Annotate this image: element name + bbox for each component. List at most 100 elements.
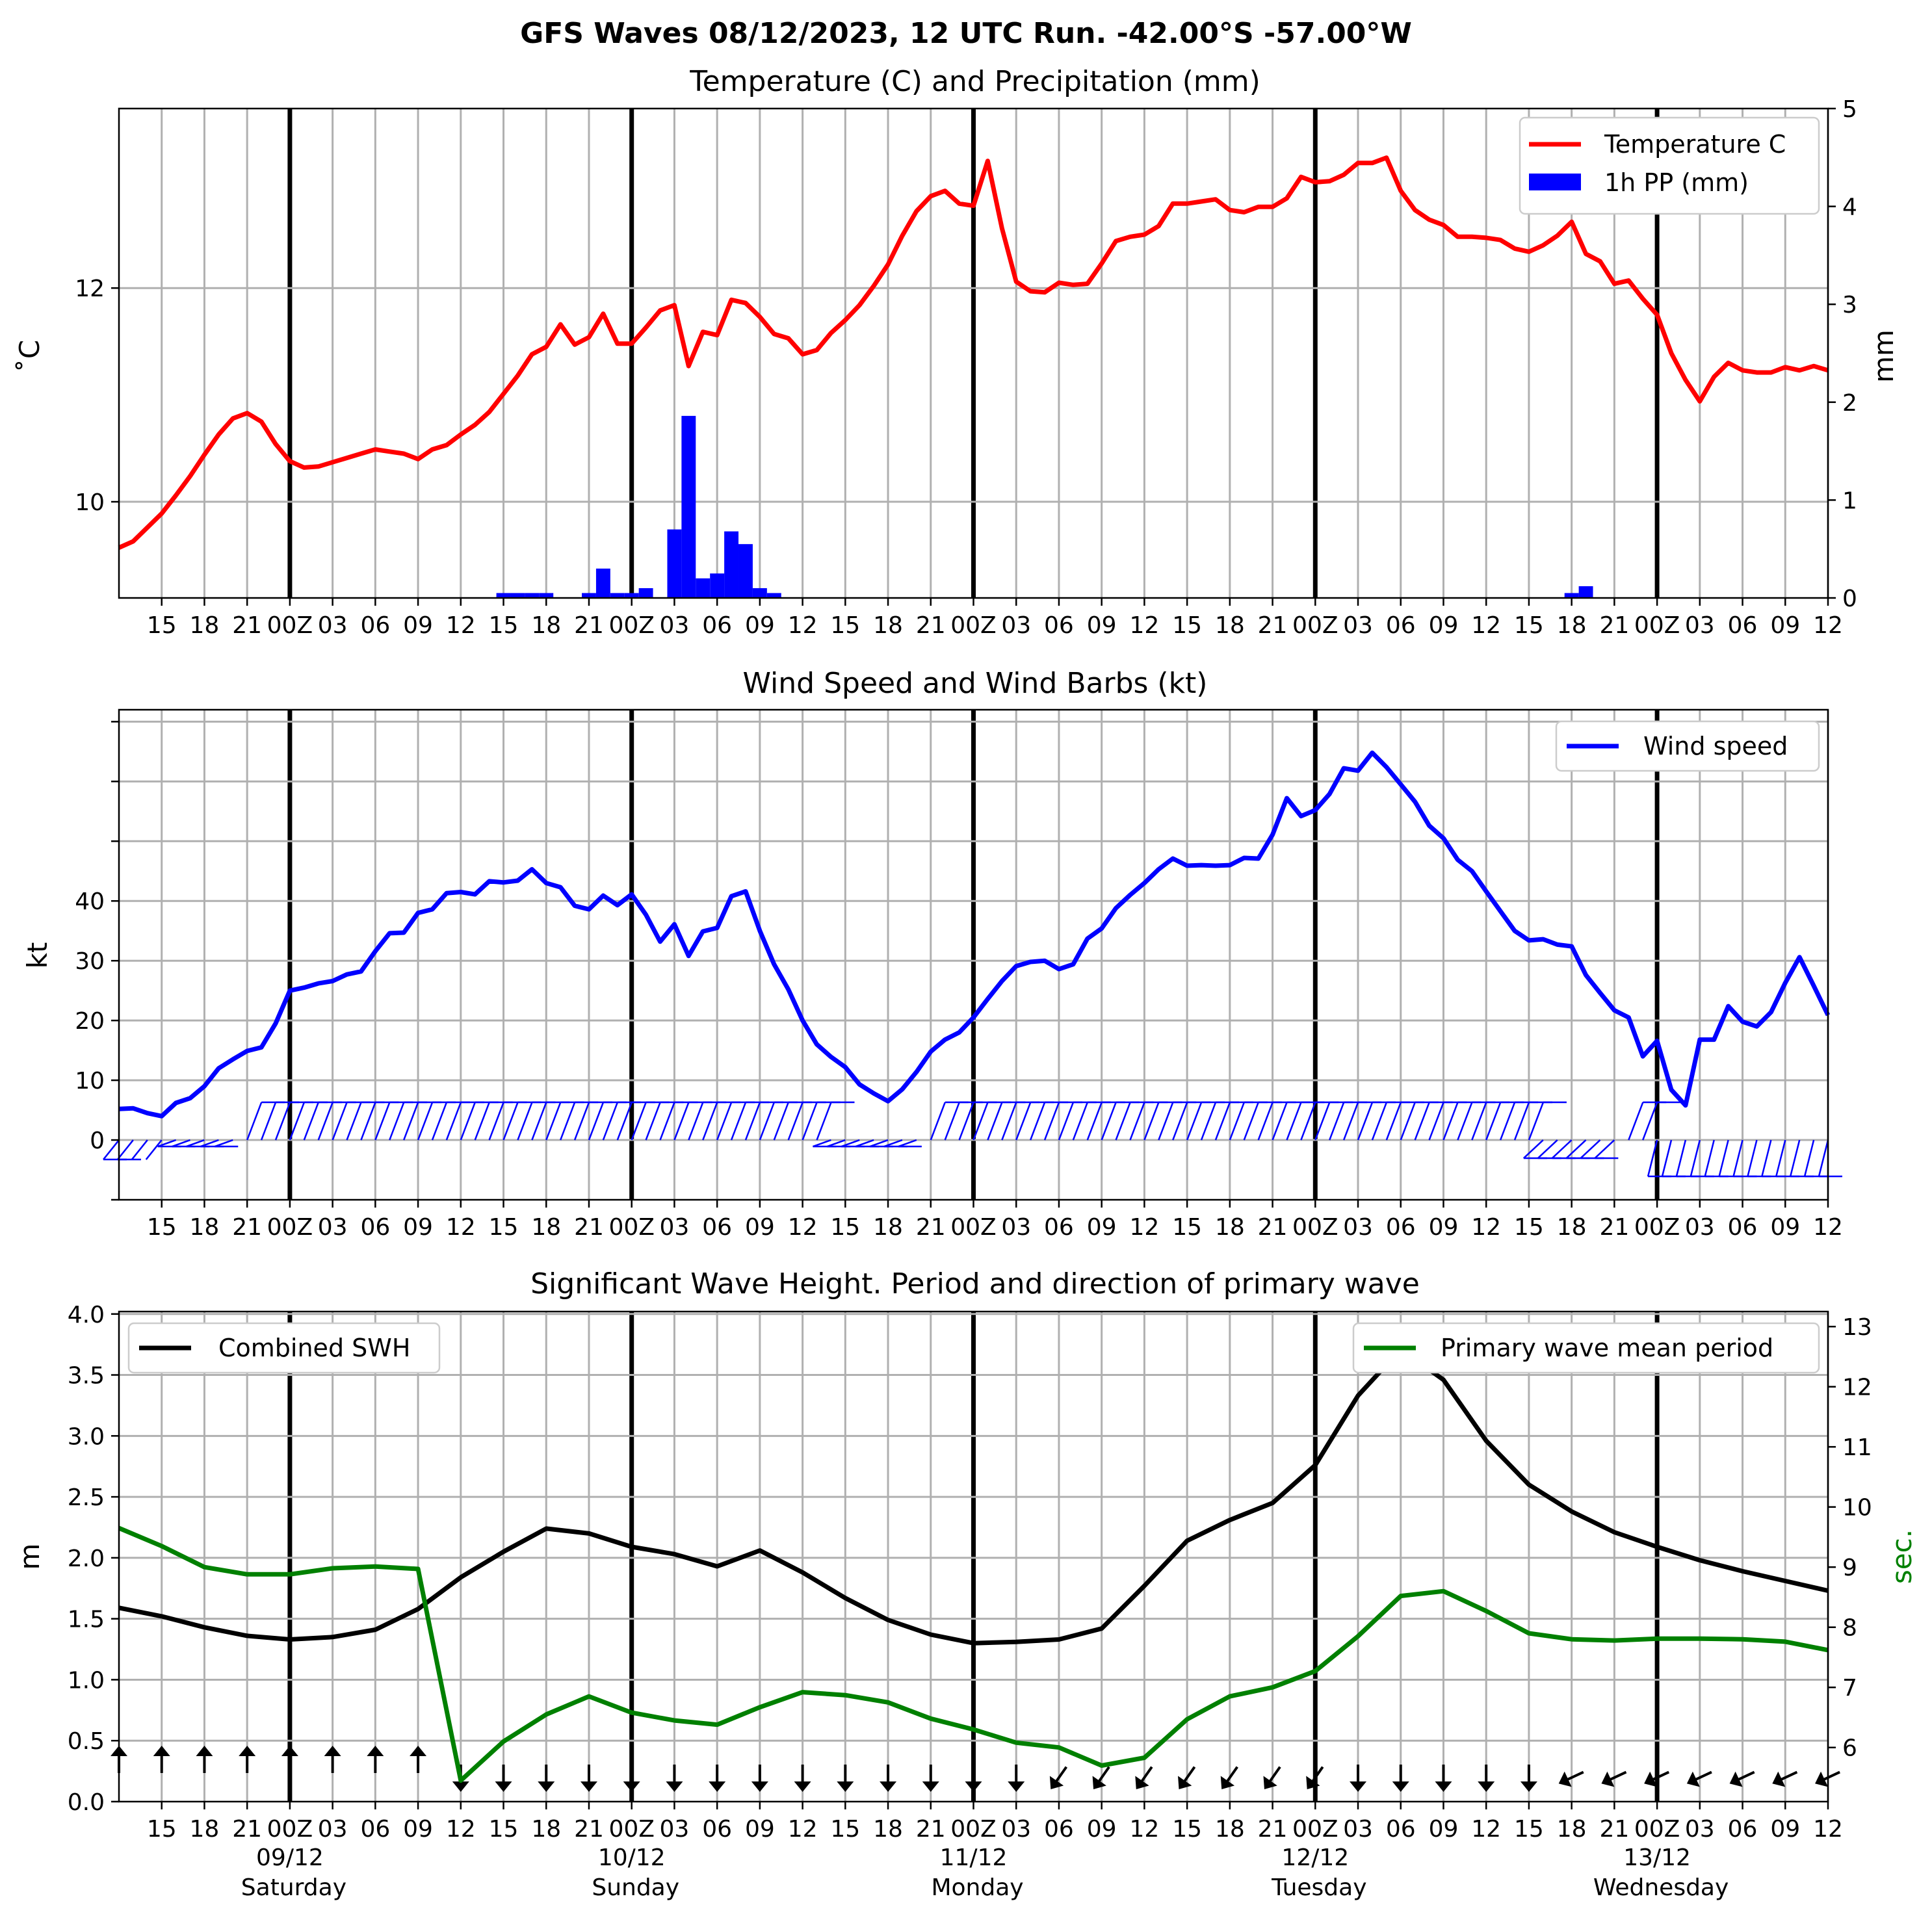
wind-barb-shaft <box>1371 1102 1388 1141</box>
wind-barb-shaft <box>346 1102 362 1141</box>
wind-barb-shaft <box>1101 1102 1117 1141</box>
wind-barb-shaft <box>869 1139 889 1148</box>
x-tick-label: 18 <box>1215 1816 1245 1843</box>
wave-direction-arrow <box>666 1765 683 1792</box>
wind-barb-shaft <box>1690 1139 1701 1177</box>
x-tick-label: 06 <box>702 1214 732 1241</box>
x-tick-label: 00Z <box>267 1816 313 1843</box>
x-tick-label: 21 <box>1599 612 1629 639</box>
precip-bar <box>595 568 610 598</box>
arrow-head <box>1049 1776 1064 1790</box>
arrow-head <box>751 1781 768 1792</box>
day-date-label: 09/12 <box>256 1845 324 1871</box>
wave-direction-arrow <box>1478 1765 1495 1792</box>
temperature-panel-title: Temperature (C) and Precipitation (mm) <box>689 65 1260 98</box>
x-tick-label: 21 <box>232 1214 262 1241</box>
y2-tick-label: 4 <box>1842 194 1857 221</box>
wind-panel-title: Wind Speed and Wind Barbs (kt) <box>743 667 1208 700</box>
x-tick-label: 03 <box>1343 1816 1373 1843</box>
period-line <box>118 1525 1829 1783</box>
y2-tick-label: 1 <box>1842 487 1857 514</box>
wind-barb-shaft <box>131 1139 148 1160</box>
arrow-head <box>1135 1776 1149 1790</box>
arrow-head <box>794 1781 811 1792</box>
period-legend: Primary wave mean period <box>1352 1322 1820 1374</box>
wind-barb-shaft <box>1818 1139 1829 1177</box>
x-tick-label: 21 <box>1599 1214 1629 1241</box>
y2-tick-label: 12 <box>1842 1375 1872 1401</box>
wave-direction-arrow <box>1392 1765 1409 1792</box>
wind-barb-shaft <box>317 1102 333 1141</box>
wind-barb-shaft <box>1675 1139 1687 1177</box>
x-tick-label: 18 <box>873 612 903 639</box>
wind-barb-shaft <box>303 1102 319 1141</box>
wind-barb-shaft <box>883 1139 903 1148</box>
wind-barb-shaft <box>659 1102 675 1141</box>
wind-barb-shaft <box>1314 1102 1331 1141</box>
wind-barb-shaft <box>930 1102 946 1141</box>
x-tick-label: 15 <box>830 612 860 639</box>
y-tick-label: 10 <box>75 489 105 516</box>
wind-barb-shaft <box>1243 1102 1259 1141</box>
arrow-head <box>1729 1771 1743 1787</box>
y2-tick-label: 5 <box>1842 96 1857 123</box>
wave-direction-arrow <box>751 1765 768 1792</box>
legend-box <box>1352 1322 1820 1374</box>
arrow-head <box>1178 1776 1192 1790</box>
x-tick-label: 15 <box>489 1214 519 1241</box>
x-tick-label: 03 <box>318 1214 348 1241</box>
arrow-head <box>324 1746 341 1756</box>
y2-tick-label: 7 <box>1842 1675 1857 1702</box>
wave-panel: Significant Wave Height. Period and dire… <box>14 1267 1918 1901</box>
precip-bar <box>738 544 753 598</box>
wave-direction-arrow <box>1558 1770 1584 1787</box>
wave-direction-arrow <box>580 1765 597 1792</box>
wave-direction-arrow <box>1435 1765 1452 1792</box>
wind-barb-shaft <box>688 1102 704 1141</box>
x-tick-label: 21 <box>1258 1214 1288 1241</box>
wind-barb-shaft <box>1342 1102 1359 1141</box>
x-tick-label: 21 <box>574 1816 604 1843</box>
x-tick-label: 21 <box>232 1816 262 1843</box>
arrow-head <box>1435 1781 1452 1792</box>
wind-ticks: 15 18 21 00Z 03 06 09 12 15 18 21 00Z 03 06 09 12 15 18 21… <box>75 721 1843 1241</box>
arrow-head <box>1601 1771 1615 1787</box>
wind-barb-shaft <box>573 1102 590 1141</box>
x-tick-label: 09 <box>1429 612 1459 639</box>
x-tick-label: 06 <box>702 612 732 639</box>
wave-direction-arrow <box>1135 1766 1153 1790</box>
y2-tick-label: 13 <box>1842 1314 1872 1341</box>
x-tick-label: 15 <box>1172 612 1202 639</box>
y-tick-label: 20 <box>75 1008 105 1035</box>
arrow-head <box>1306 1776 1320 1790</box>
wind-barb-shaft <box>445 1102 462 1141</box>
wind-barb-shaft <box>730 1102 747 1141</box>
x-tick-label: 00Z <box>950 1214 996 1241</box>
x-tick-label: 21 <box>232 612 262 639</box>
wind-barb-shaft <box>1775 1139 1786 1177</box>
wind-grid <box>119 710 1829 1200</box>
arrow-head <box>410 1746 427 1756</box>
x-tick-label: 06 <box>1728 1816 1758 1843</box>
x-tick-label: 12 <box>1129 1214 1159 1241</box>
wind-legend: Wind speed <box>1555 720 1820 772</box>
arrow-head <box>922 1781 939 1792</box>
wave-direction-arrow <box>965 1765 982 1792</box>
x-tick-label: 00Z <box>1292 1214 1338 1241</box>
wind-barb-shaft <box>1522 1139 1544 1159</box>
x-tick-label: 00Z <box>1634 612 1680 639</box>
wind-barb-shaft <box>431 1102 448 1141</box>
wind-barb-shaft <box>246 1102 263 1141</box>
wind-barb-shaft <box>1043 1102 1060 1141</box>
wave-direction-arrow <box>1815 1770 1840 1787</box>
arrow-head <box>1392 1781 1409 1792</box>
wave-direction-arrow <box>495 1765 512 1792</box>
wind-barb-shaft <box>1143 1102 1160 1141</box>
precip-bar <box>496 593 511 598</box>
y2-tick-label: 0 <box>1842 586 1857 612</box>
day-date-label: 12/12 <box>1281 1845 1349 1871</box>
wind-barb-shaft <box>1015 1102 1032 1141</box>
wind-barb-shaft <box>517 1102 533 1141</box>
temperature-precip-panel: Temperature (C) and Precipitation (mm) 1… <box>14 65 1899 639</box>
x-tick-label: 21 <box>1599 1816 1629 1843</box>
